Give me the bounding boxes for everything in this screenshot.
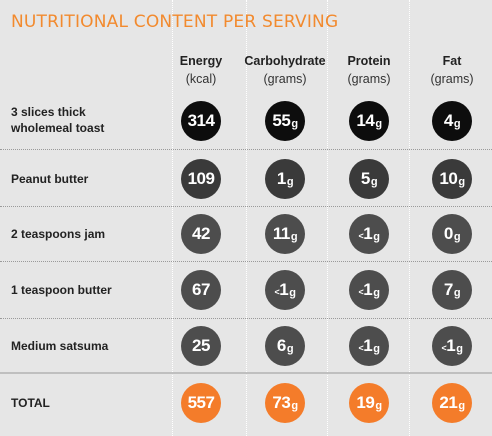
column-guide: [327, 0, 328, 436]
protein-value: <1 g: [349, 270, 389, 310]
row-label-line: 1 teaspoon butter: [11, 283, 112, 297]
column-guide: [172, 0, 173, 436]
row-label-line: Medium satsuma: [11, 339, 109, 353]
fat-value: <1 g: [432, 326, 472, 366]
row-label-total: TOTAL: [11, 395, 50, 411]
table-title: NUTRITIONAL CONTENT PER SERVING: [11, 12, 339, 32]
column-header-protein: Protein (grams): [324, 54, 414, 86]
column-guide: [409, 0, 410, 436]
row-label-peanut-butter: Peanut butter: [11, 171, 88, 187]
row-label-toast: 3 slices thick wholemeal toast: [11, 104, 104, 136]
column-name: Fat: [442, 54, 462, 68]
column-name: Carbohydrate: [244, 54, 326, 68]
column-name: Protein: [347, 54, 391, 68]
column-name: Energy: [179, 54, 223, 68]
row-divider: [0, 318, 492, 319]
row-label-jam: 2 teaspoons jam: [11, 226, 105, 242]
row-label-line: 3 slices thick: [11, 105, 86, 119]
column-guide: [246, 0, 247, 436]
column-header-energy: Energy (kcal): [156, 54, 246, 86]
energy-value: 109: [181, 159, 221, 199]
carbohydrate-value: <1 g: [265, 270, 305, 310]
row-divider: [0, 261, 492, 262]
column-unit: (kcal): [185, 72, 217, 86]
total-fat-value: 21 g: [432, 383, 472, 423]
column-unit: (grams): [430, 72, 474, 86]
energy-value: 67: [181, 270, 221, 310]
protein-value: <1 g: [349, 214, 389, 254]
carbohydrate-value: 11 g: [265, 214, 305, 254]
row-label-butter: 1 teaspoon butter: [11, 282, 112, 298]
energy-value: 42: [181, 214, 221, 254]
row-label-line: wholemeal toast: [11, 121, 105, 135]
energy-value: 314: [181, 101, 221, 141]
row-divider: [0, 149, 492, 150]
total-protein-value: 19 g: [349, 383, 389, 423]
column-header-fat: Fat (grams): [407, 54, 492, 86]
row-label-line: Peanut butter: [11, 172, 89, 186]
protein-value: 14 g: [349, 101, 389, 141]
protein-value: <1 g: [349, 326, 389, 366]
row-divider: [0, 206, 492, 207]
row-label-satsuma: Medium satsuma: [11, 338, 108, 354]
column-unit: (grams): [263, 72, 307, 86]
total-divider: [0, 372, 492, 374]
carbohydrate-value: 55 g: [265, 101, 305, 141]
energy-value: 25: [181, 326, 221, 366]
total-carbohydrate-value: 73 g: [265, 383, 305, 423]
total-energy-value: 557: [181, 383, 221, 423]
row-label-line: 2 teaspoons jam: [11, 227, 106, 241]
row-label-line: TOTAL: [11, 396, 50, 410]
fat-value: 10 g: [432, 159, 472, 199]
column-header-carbohydrate: Carbohydrate (grams): [240, 54, 330, 86]
column-unit: (grams): [347, 72, 391, 86]
